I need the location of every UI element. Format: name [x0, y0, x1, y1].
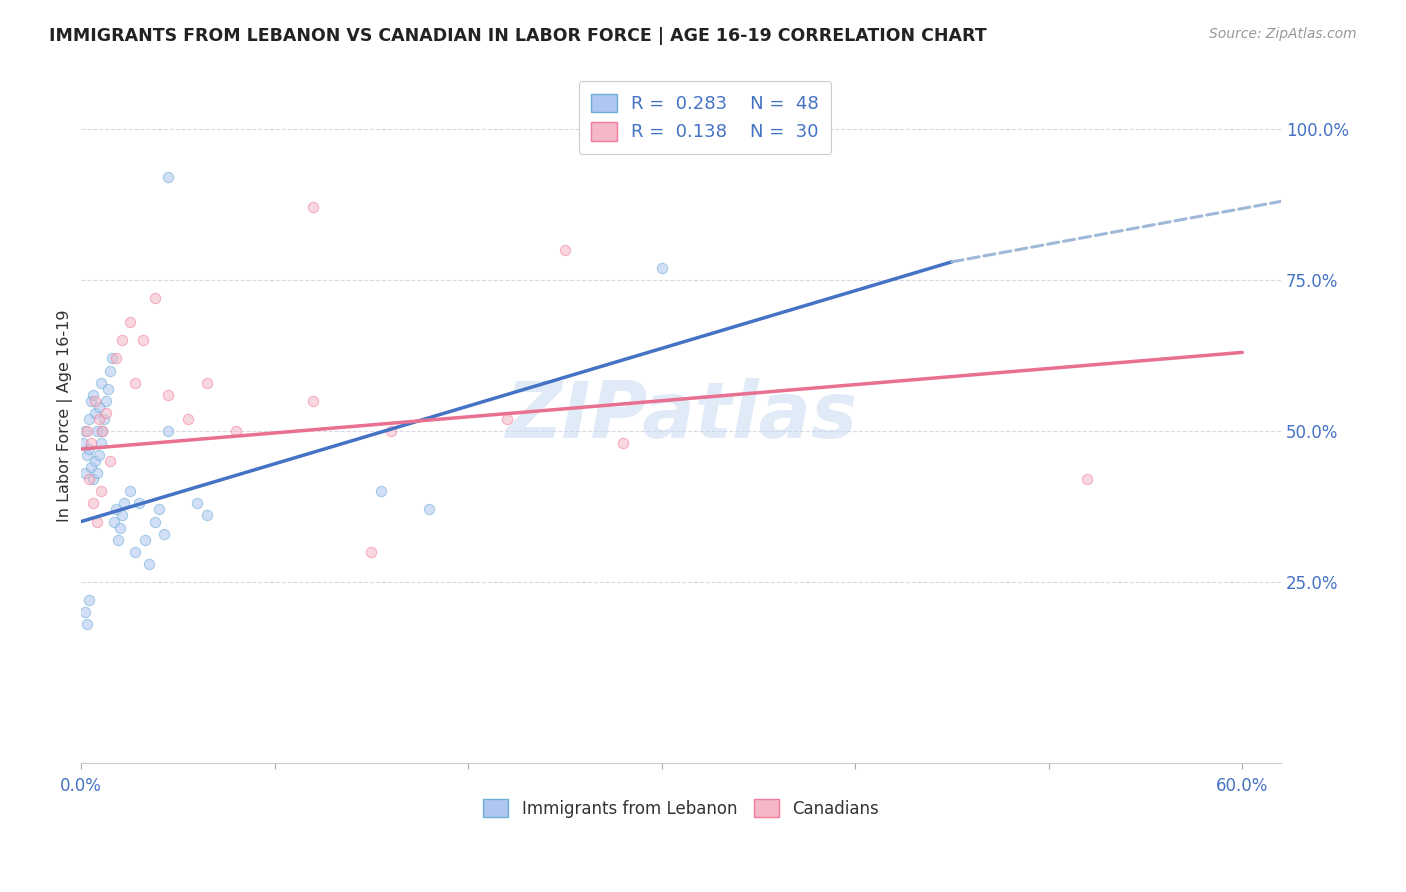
Point: [132, 334, 155, 348]
Point: [157, 387, 180, 401]
Point: [104, 502, 127, 516]
Point: [111, 334, 134, 348]
Point: [195, 376, 218, 390]
Text: ZIPatlas: ZIPatlas: [505, 378, 858, 454]
Point: [98, 454, 121, 468]
Legend: Immigrants from Lebanon, Canadians: Immigrants from Lebanon, Canadians: [477, 793, 886, 824]
Point: [82, 387, 104, 401]
Point: [73, 466, 96, 480]
Point: [82, 472, 104, 486]
Point: [93, 412, 115, 426]
Point: [118, 484, 141, 499]
Point: [124, 376, 146, 390]
Point: [83, 406, 105, 420]
Point: [96, 393, 118, 408]
Point: [87, 448, 110, 462]
Point: [112, 496, 135, 510]
Point: [77, 593, 100, 607]
Point: [86, 515, 108, 529]
Point: [80, 460, 103, 475]
Point: [138, 557, 160, 571]
Point: [302, 393, 325, 408]
Point: [83, 393, 105, 408]
Point: [418, 502, 440, 516]
Point: [87, 400, 110, 414]
Point: [380, 424, 402, 438]
Point: [80, 436, 103, 450]
Point: [96, 406, 118, 420]
Point: [77, 412, 100, 426]
Point: [86, 466, 108, 480]
Point: [83, 454, 105, 468]
Point: [157, 170, 180, 185]
Text: Source: ZipAtlas.com: Source: ZipAtlas.com: [1209, 27, 1357, 41]
Y-axis label: In Labor Force | Age 16-19: In Labor Force | Age 16-19: [58, 310, 73, 522]
Point: [360, 545, 382, 559]
Text: IMMIGRANTS FROM LEBANON VS CANADIAN IN LABOR FORCE | AGE 16-19 CORRELATION CHART: IMMIGRANTS FROM LEBANON VS CANADIAN IN L…: [49, 27, 987, 45]
Point: [104, 351, 127, 366]
Point: [124, 545, 146, 559]
Point: [98, 363, 121, 377]
Point: [103, 515, 125, 529]
Point: [77, 442, 100, 456]
Point: [76, 424, 98, 438]
Point: [87, 412, 110, 426]
Point: [91, 424, 114, 438]
Point: [89, 484, 111, 499]
Point: [82, 496, 104, 510]
Point: [107, 533, 129, 547]
Point: [1076, 472, 1098, 486]
Point: [89, 436, 111, 450]
Point: [195, 508, 218, 523]
Point: [73, 605, 96, 619]
Point: [153, 526, 176, 541]
Point: [86, 424, 108, 438]
Point: [76, 617, 98, 632]
Point: [77, 472, 100, 486]
Point: [302, 201, 325, 215]
Point: [73, 424, 96, 438]
Point: [89, 376, 111, 390]
Point: [612, 436, 634, 450]
Point: [118, 315, 141, 329]
Point: [176, 412, 198, 426]
Point: [186, 496, 208, 510]
Point: [148, 502, 170, 516]
Point: [101, 351, 124, 366]
Point: [97, 382, 120, 396]
Point: [91, 424, 114, 438]
Point: [496, 412, 519, 426]
Point: [651, 260, 673, 275]
Point: [225, 424, 247, 438]
Point: [72, 436, 94, 450]
Point: [76, 448, 98, 462]
Point: [80, 393, 103, 408]
Point: [108, 520, 131, 534]
Point: [143, 515, 166, 529]
Point: [128, 496, 150, 510]
Point: [111, 508, 134, 523]
Point: [370, 484, 392, 499]
Point: [554, 243, 576, 257]
Point: [134, 533, 156, 547]
Point: [143, 291, 166, 305]
Point: [157, 424, 180, 438]
